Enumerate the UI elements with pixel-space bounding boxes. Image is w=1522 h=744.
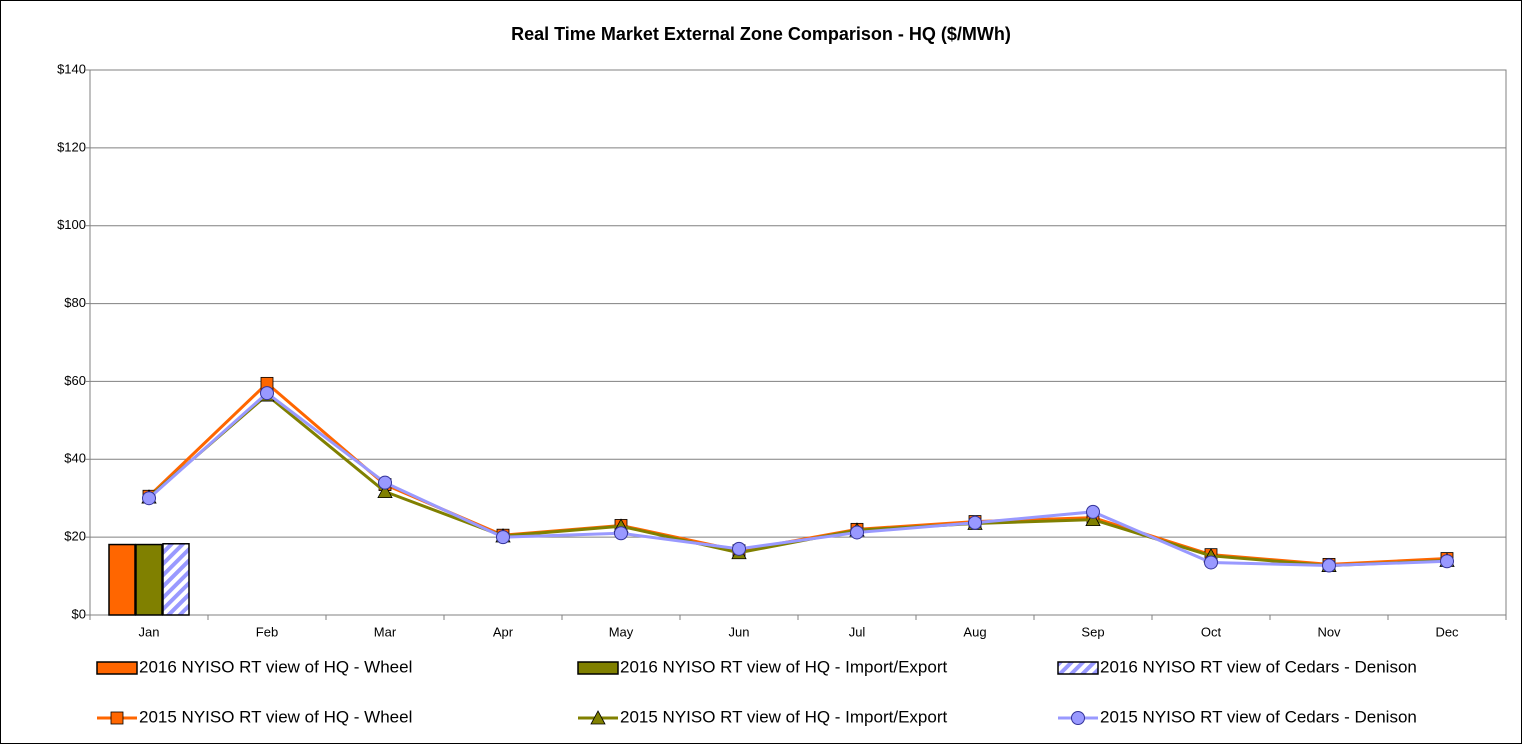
line-marker <box>1204 555 1218 570</box>
line-marker <box>496 530 510 545</box>
legend-label: 2015 NYISO RT view of HQ - Wheel <box>139 707 412 726</box>
line-marker <box>378 475 392 490</box>
y-tick-label: $0 <box>72 606 86 621</box>
line-marker <box>968 515 982 530</box>
bar <box>135 543 163 616</box>
x-tick-label: Nov <box>1317 624 1341 639</box>
x-tick-label: Jul <box>849 624 866 639</box>
x-tick-label: Jun <box>729 624 750 639</box>
legend-swatch <box>96 661 138 675</box>
x-tick-label: Dec <box>1435 624 1459 639</box>
legend-label: 2015 NYISO RT view of HQ - Import/Export <box>620 707 947 726</box>
x-tick-label: Jan <box>139 624 160 639</box>
line-marker <box>1440 554 1454 569</box>
y-tick-label: $120 <box>57 139 86 154</box>
y-tick-label: $60 <box>64 373 86 388</box>
x-tick-label: Apr <box>493 624 514 639</box>
x-tick-label: Aug <box>963 624 986 639</box>
legend-marker <box>110 711 124 725</box>
line-marker <box>142 491 156 506</box>
line-marker <box>260 386 274 401</box>
legend-label: 2016 NYISO RT view of Cedars - Denison <box>1100 657 1417 676</box>
legend-marker <box>1071 711 1085 725</box>
line-marker <box>1086 504 1100 519</box>
y-tick-label: $40 <box>64 451 86 466</box>
x-tick-label: Mar <box>374 624 397 639</box>
plot-area <box>89 69 1507 616</box>
y-tick-label: $20 <box>64 529 86 544</box>
y-tick-label: $100 <box>57 217 86 232</box>
bar <box>108 543 136 616</box>
chart-title: Real Time Market External Zone Compariso… <box>511 24 1011 44</box>
legend-swatch <box>577 661 619 675</box>
y-tick-label: $140 <box>57 61 86 76</box>
bar <box>162 543 190 616</box>
legend-swatch <box>1057 661 1099 675</box>
line-marker <box>614 526 628 541</box>
line-marker <box>850 525 864 540</box>
x-tick-label: Sep <box>1081 624 1104 639</box>
y-tick-label: $80 <box>64 295 86 310</box>
line-marker <box>377 483 393 498</box>
legend-label: 2016 NYISO RT view of HQ - Import/Export <box>620 657 947 676</box>
legend-label: 2015 NYISO RT view of Cedars - Denison <box>1100 707 1417 726</box>
legend-marker <box>590 710 606 725</box>
x-tick-label: Feb <box>256 624 278 639</box>
x-tick-label: May <box>609 624 634 639</box>
line-marker <box>1085 511 1101 527</box>
line-marker <box>732 541 746 556</box>
line-marker <box>1322 558 1336 573</box>
x-tick-label: Oct <box>1201 624 1222 639</box>
line <box>148 391 1448 568</box>
legend-label: 2016 NYISO RT view of HQ - Wheel <box>139 657 412 676</box>
